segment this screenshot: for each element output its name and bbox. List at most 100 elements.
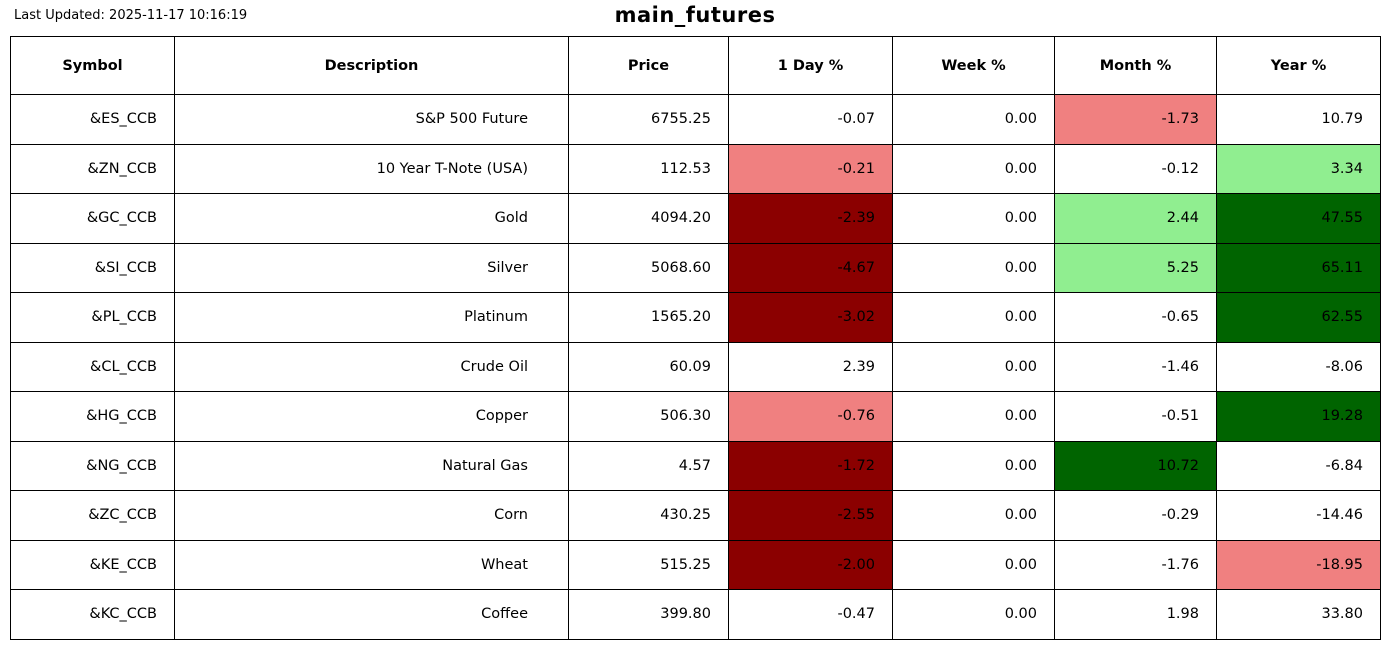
year-pct-cell: 47.55 <box>1216 193 1381 244</box>
description-cell: S&P 500 Future <box>174 94 569 145</box>
column-header-price: Price <box>568 36 729 95</box>
week-pct-cell: 0.00 <box>892 440 1055 491</box>
table-row: &CL_CCB Crude Oil 60.09 2.39 0.00 -1.46 -8.06 <box>10 341 1381 392</box>
week-pct-cell: 0.00 <box>892 94 1055 145</box>
page-title: main_futures <box>614 3 776 27</box>
week-pct-cell: 0.00 <box>892 242 1055 293</box>
price-cell: 430.25 <box>568 490 729 541</box>
symbol-cell: &HG_CCB <box>10 391 175 442</box>
symbol-cell: &ZN_CCB <box>10 143 175 194</box>
price-cell: 4094.20 <box>568 193 729 244</box>
table-row: &HG_CCB Copper 506.30 -0.76 0.00 -0.51 19.28 <box>10 391 1381 442</box>
symbol-cell: &KC_CCB <box>10 589 175 640</box>
month-pct-cell: -1.73 <box>1054 94 1217 145</box>
month-pct-cell: -1.46 <box>1054 341 1217 392</box>
table-header: Symbol Description Price 1 Day % Week % … <box>10 36 1381 95</box>
description-cell: 10 Year T-Note (USA) <box>174 143 569 194</box>
one-day-pct-cell: -0.76 <box>728 391 893 442</box>
week-pct-cell: 0.00 <box>892 589 1055 640</box>
one-day-pct-cell: -2.55 <box>728 490 893 541</box>
month-pct-cell: -0.51 <box>1054 391 1217 442</box>
month-pct-cell: -0.29 <box>1054 490 1217 541</box>
month-pct-cell: 5.25 <box>1054 242 1217 293</box>
table-row: &ES_CCB S&P 500 Future 6755.25 -0.07 0.00 -1.… <box>10 94 1381 145</box>
price-cell: 6755.25 <box>568 94 729 145</box>
month-pct-cell: -0.12 <box>1054 143 1217 194</box>
one-day-pct-cell: -0.07 <box>728 94 893 145</box>
symbol-cell: &PL_CCB <box>10 292 175 343</box>
last-updated-text: Last Updated: 2025-11-17 10:16:19 <box>14 8 248 23</box>
table-row: &SI_CCB Silver 5068.60 -4.67 0.00 5.25 65.11 <box>10 242 1381 293</box>
symbol-cell: &NG_CCB <box>10 440 175 491</box>
table-row: &KC_CCB Coffee 399.80 -0.47 0.00 1.98 33.80 <box>10 589 1381 640</box>
table-row: &PL_CCB Platinum 1565.20 -3.02 0.00 -0.65 62.5… <box>10 292 1381 343</box>
column-header-description: Description <box>174 36 569 95</box>
year-pct-cell: 3.34 <box>1216 143 1381 194</box>
year-pct-cell: 33.80 <box>1216 589 1381 640</box>
description-cell: Wheat <box>174 539 569 590</box>
description-cell: Platinum <box>174 292 569 343</box>
price-cell: 5068.60 <box>568 242 729 293</box>
week-pct-cell: 0.00 <box>892 292 1055 343</box>
month-pct-cell: 10.72 <box>1054 440 1217 491</box>
month-pct-cell: -0.65 <box>1054 292 1217 343</box>
price-cell: 1565.20 <box>568 292 729 343</box>
column-header-month-pct: Month % <box>1054 36 1217 95</box>
price-cell: 4.57 <box>568 440 729 491</box>
year-pct-cell: -8.06 <box>1216 341 1381 392</box>
week-pct-cell: 0.00 <box>892 391 1055 442</box>
year-pct-cell: -6.84 <box>1216 440 1381 491</box>
column-header-symbol: Symbol <box>10 36 175 95</box>
description-cell: Silver <box>174 242 569 293</box>
one-day-pct-cell: -2.00 <box>728 539 893 590</box>
column-header-1-day-pct: 1 Day % <box>728 36 893 95</box>
futures-table: Symbol Description Price 1 Day % Week % … <box>10 36 1381 640</box>
table-row: &GC_CCB Gold 4094.20 -2.39 0.00 2.44 47.55 <box>10 193 1381 244</box>
year-pct-cell: -14.46 <box>1216 490 1381 541</box>
symbol-cell: &GC_CCB <box>10 193 175 244</box>
description-cell: Crude Oil <box>174 341 569 392</box>
description-cell: Copper <box>174 391 569 442</box>
description-cell: Gold <box>174 193 569 244</box>
month-pct-cell: 1.98 <box>1054 589 1217 640</box>
table-row: &KE_CCB Wheat 515.25 -2.00 0.00 -1.76 -18.95 <box>10 539 1381 590</box>
one-day-pct-cell: -1.72 <box>728 440 893 491</box>
column-header-week-pct: Week % <box>892 36 1055 95</box>
year-pct-cell: -18.95 <box>1216 539 1381 590</box>
table-row: &ZC_CCB Corn 430.25 -2.55 0.00 -0.29 -14.46 <box>10 490 1381 541</box>
symbol-cell: &ES_CCB <box>10 94 175 145</box>
symbol-cell: &ZC_CCB <box>10 490 175 541</box>
symbol-cell: &KE_CCB <box>10 539 175 590</box>
one-day-pct-cell: -3.02 <box>728 292 893 343</box>
description-cell: Coffee <box>174 589 569 640</box>
week-pct-cell: 0.00 <box>892 143 1055 194</box>
one-day-pct-cell: -0.21 <box>728 143 893 194</box>
week-pct-cell: 0.00 <box>892 341 1055 392</box>
price-cell: 399.80 <box>568 589 729 640</box>
column-header-year-pct: Year % <box>1216 36 1381 95</box>
one-day-pct-cell: -2.39 <box>728 193 893 244</box>
price-cell: 506.30 <box>568 391 729 442</box>
table-body: &ES_CCB S&P 500 Future 6755.25 -0.07 0.00 -1.… <box>10 94 1381 640</box>
one-day-pct-cell: 2.39 <box>728 341 893 392</box>
price-cell: 60.09 <box>568 341 729 392</box>
year-pct-cell: 10.79 <box>1216 94 1381 145</box>
description-cell: Natural Gas <box>174 440 569 491</box>
one-day-pct-cell: -0.47 <box>728 589 893 640</box>
week-pct-cell: 0.00 <box>892 490 1055 541</box>
symbol-cell: &SI_CCB <box>10 242 175 293</box>
week-pct-cell: 0.00 <box>892 539 1055 590</box>
year-pct-cell: 65.11 <box>1216 242 1381 293</box>
price-cell: 112.53 <box>568 143 729 194</box>
header-row: Symbol Description Price 1 Day % Week % … <box>10 36 1381 95</box>
year-pct-cell: 62.55 <box>1216 292 1381 343</box>
one-day-pct-cell: -4.67 <box>728 242 893 293</box>
month-pct-cell: -1.76 <box>1054 539 1217 590</box>
description-cell: Corn <box>174 490 569 541</box>
symbol-cell: &CL_CCB <box>10 341 175 392</box>
price-cell: 515.25 <box>568 539 729 590</box>
table-row: &ZN_CCB 10 Year T-Note (USA) 112.53 -0.21 0.… <box>10 143 1381 194</box>
week-pct-cell: 0.00 <box>892 193 1055 244</box>
year-pct-cell: 19.28 <box>1216 391 1381 442</box>
month-pct-cell: 2.44 <box>1054 193 1217 244</box>
